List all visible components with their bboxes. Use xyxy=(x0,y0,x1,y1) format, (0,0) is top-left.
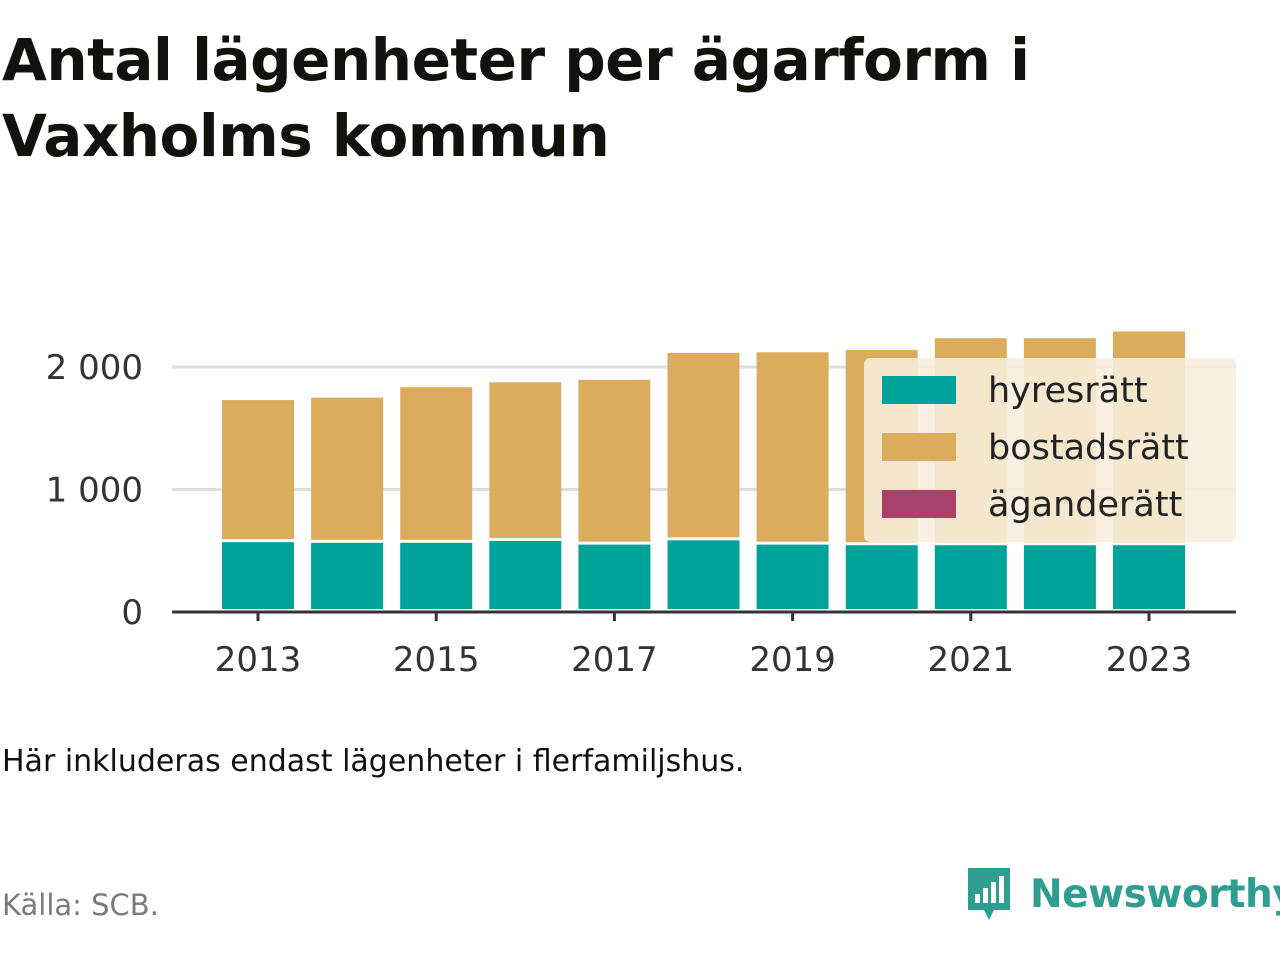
bar-hyresratt-2021 xyxy=(934,545,1007,609)
bar-hyresratt-2022 xyxy=(1023,545,1096,609)
legend-box xyxy=(864,358,1236,542)
x-tick-label: 2017 xyxy=(571,640,658,680)
x-tick-label: 2021 xyxy=(928,640,1015,680)
bar-hyresratt-2023 xyxy=(1113,545,1185,609)
stacked-bar-chart: 0 1 000 2 000 2013 2015 2017 2019 2021 2023 hyr… xyxy=(46,331,1236,680)
brand-name: Newsworthy xyxy=(1030,871,1280,917)
legend-label-hyresratt: hyresrätt xyxy=(988,371,1148,411)
chart-title: Antal lägenheter per ägarform i Vaxholms… xyxy=(2,26,1030,170)
bar-bostadsratt-2014 xyxy=(311,397,384,540)
legend-label-bostadsratt: bostadsrätt xyxy=(988,428,1189,468)
bar-bostadsratt-2019 xyxy=(756,352,829,542)
x-tick-label: 2023 xyxy=(1106,640,1193,680)
bar-hyresratt-2015 xyxy=(400,542,473,609)
bar-bostadsratt-2013 xyxy=(222,400,294,540)
x-tick-label: 2015 xyxy=(393,640,480,680)
brand-logo: Newsworthy xyxy=(964,864,1280,924)
bar-hyresratt-2019 xyxy=(756,544,829,609)
bar-bostadsratt-2015 xyxy=(400,387,473,540)
bar-hyresratt-2020 xyxy=(845,545,918,609)
y-tick-label: 2 000 xyxy=(46,348,143,388)
bar-hyresratt-2013 xyxy=(222,542,294,609)
bar-hyresratt-2018 xyxy=(667,540,740,609)
bar-bostadsratt-2016 xyxy=(489,382,562,538)
legend: hyresrätt bostadsrätt äganderätt xyxy=(864,358,1236,542)
bar-bostadsratt-2017 xyxy=(578,379,651,542)
chart-note: Här inkluderas endast lägenheter i flerf… xyxy=(2,744,745,779)
y-tick-label: 0 xyxy=(121,593,143,633)
legend-swatch-bostadsratt xyxy=(882,433,956,461)
x-tick-label: 2019 xyxy=(749,640,836,680)
bar-hyresratt-2014 xyxy=(311,542,384,609)
legend-swatch-aganderatt xyxy=(882,490,956,518)
y-tick-label: 1 000 xyxy=(46,471,143,511)
bar-hyresratt-2017 xyxy=(578,544,651,609)
bar-hyresratt-2016 xyxy=(489,540,562,609)
newsworthy-logo-icon xyxy=(968,868,1010,920)
x-tick-label: 2013 xyxy=(215,640,302,680)
y-axis-labels: 0 1 000 2 000 xyxy=(46,348,143,633)
legend-swatch-hyresratt xyxy=(882,376,956,404)
bar-bostadsratt-2018 xyxy=(667,352,740,538)
source-text: Källa: SCB. xyxy=(2,888,159,922)
legend-label-aganderatt: äganderätt xyxy=(988,485,1182,525)
x-axis-labels: 2013 2015 2017 2019 2021 2023 xyxy=(215,612,1193,680)
